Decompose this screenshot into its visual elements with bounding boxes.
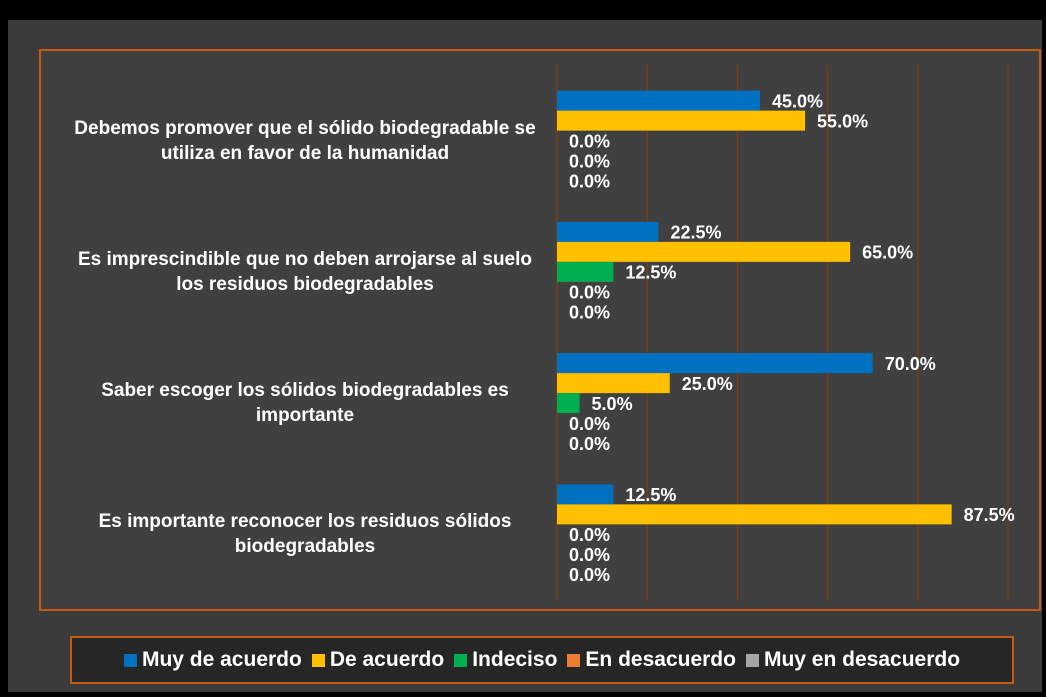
data-label: 70.0% [885,354,936,374]
data-label: 12.5% [625,263,676,283]
bar [557,373,670,394]
category-label: Debemos promover que el sólido biodegrad… [74,117,536,164]
bar [557,504,952,525]
data-label: 5.0% [592,394,633,414]
category-label: Es imprescindible que no deben arrojarse… [77,248,533,295]
data-label: 0.0% [569,171,610,191]
bar [557,393,580,414]
legend-swatch [123,653,137,667]
legend-label: Muy en desacuerdo [763,648,961,671]
data-label: 0.0% [569,525,610,545]
legend-label: En desacuerdo [585,648,736,671]
data-label: 12.5% [625,485,676,505]
data-label: 87.5% [964,505,1015,525]
data-label: 0.0% [569,414,610,434]
legend-swatch [745,653,759,667]
data-label: 0.0% [569,545,610,565]
legend-item: De acuerdo [311,648,445,672]
data-label: 0.0% [569,151,610,171]
category-label: Saber escoger los sólidos biodegradables… [101,380,509,427]
legend-label: De acuerdo [329,648,445,671]
legend-swatch [567,653,581,667]
legend-item: En desacuerdo [567,648,736,672]
legend-swatch [454,653,468,667]
bar [557,261,614,282]
data-label: 0.0% [569,283,610,303]
legend-label: Muy de acuerdo [141,648,302,671]
data-label: 0.0% [569,565,610,585]
bar [557,241,851,262]
bar [557,90,760,111]
category-label: Es importante reconocer los residuos sól… [98,511,512,558]
data-label: 22.5% [670,223,721,243]
bar [557,353,873,374]
data-label: 45.0% [772,91,823,111]
legend-item: Muy de acuerdo [123,648,302,672]
legend-label: Indeciso [472,648,558,671]
legend-item: Muy en desacuerdo [745,648,961,672]
bar [557,484,614,505]
legend: Muy de acuerdo De acuerdo Indeciso En desac… [70,636,1014,684]
data-label: 65.0% [862,243,913,263]
legend-item: Indeciso [454,648,557,672]
bar [557,110,806,131]
data-label: 0.0% [569,131,610,151]
data-label: 55.0% [817,111,868,131]
legend-swatch [311,653,325,667]
data-label: 0.0% [569,303,610,323]
data-label: 0.0% [569,434,610,454]
bar [557,221,659,242]
data-label: 25.0% [682,374,733,394]
